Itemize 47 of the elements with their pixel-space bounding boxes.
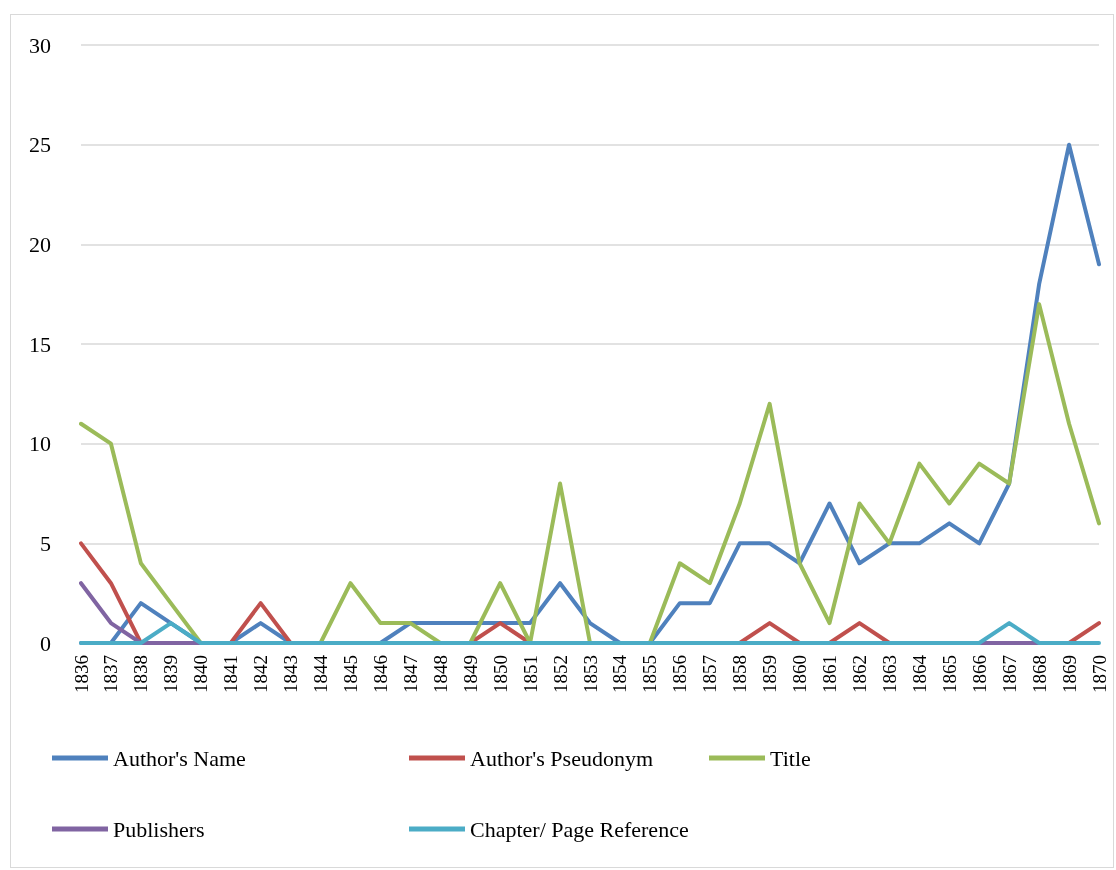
x-tick-label: 1836: [70, 655, 92, 693]
x-tick-label: 1850: [489, 655, 511, 693]
x-tick-label: 1862: [848, 655, 870, 693]
x-tick-label: 1839: [160, 655, 182, 693]
x-tick-label: 1860: [789, 655, 811, 693]
x-tick-label: 1854: [609, 654, 631, 693]
x-tick-label: 1847: [399, 655, 421, 693]
x-tick-label: 1844: [310, 654, 332, 693]
x-tick-label: 1840: [190, 655, 212, 693]
x-tick-label: 1848: [429, 655, 451, 693]
legend-label: Chapter/ Page Reference: [470, 816, 689, 842]
x-tick-label: 1858: [729, 655, 751, 693]
x-tick-label: 1868: [1028, 655, 1050, 693]
y-tick-label: 5: [40, 530, 51, 556]
x-tick-label: 1845: [339, 655, 361, 693]
x-tick-label: 1842: [250, 655, 272, 693]
x-tick-label: 1861: [819, 655, 841, 693]
x-tick-label: 1852: [549, 655, 571, 693]
y-tick-label: 10: [29, 431, 51, 457]
x-tick-label: 1851: [519, 655, 541, 693]
x-tick-label: 1843: [280, 655, 302, 693]
x-tick-label: 1849: [459, 655, 481, 693]
legend-label: Publishers: [113, 816, 205, 842]
x-tick-label: 1856: [669, 655, 691, 693]
x-tick-label: 1870: [1088, 655, 1110, 693]
x-tick-label: 1869: [1058, 655, 1080, 693]
x-tick-label: 1867: [998, 655, 1020, 693]
y-tick-label: 20: [29, 231, 51, 257]
y-tick-label: 15: [29, 331, 51, 357]
x-tick-label: 1846: [369, 655, 391, 693]
x-tick-label: 1863: [878, 655, 900, 693]
legend-label: Author's Pseudonym: [470, 745, 654, 771]
x-tick-label: 1859: [759, 655, 781, 693]
x-tick-label: 1841: [220, 655, 242, 693]
y-tick-label: 25: [29, 132, 51, 158]
x-tick-label: 1866: [968, 655, 990, 693]
y-tick-label: 30: [29, 32, 51, 58]
legend-label: Author's Name: [113, 745, 246, 771]
legend-label: Title: [770, 745, 811, 771]
x-tick-label: 1857: [699, 655, 721, 693]
x-tick-label: 1864: [908, 654, 930, 693]
x-tick-label: 1837: [100, 655, 122, 693]
y-tick-label: 0: [40, 630, 51, 656]
x-tick-label: 1838: [130, 655, 152, 693]
x-tick-label: 1853: [579, 655, 601, 693]
x-tick-label: 1865: [938, 655, 960, 693]
x-tick-label: 1855: [639, 655, 661, 693]
